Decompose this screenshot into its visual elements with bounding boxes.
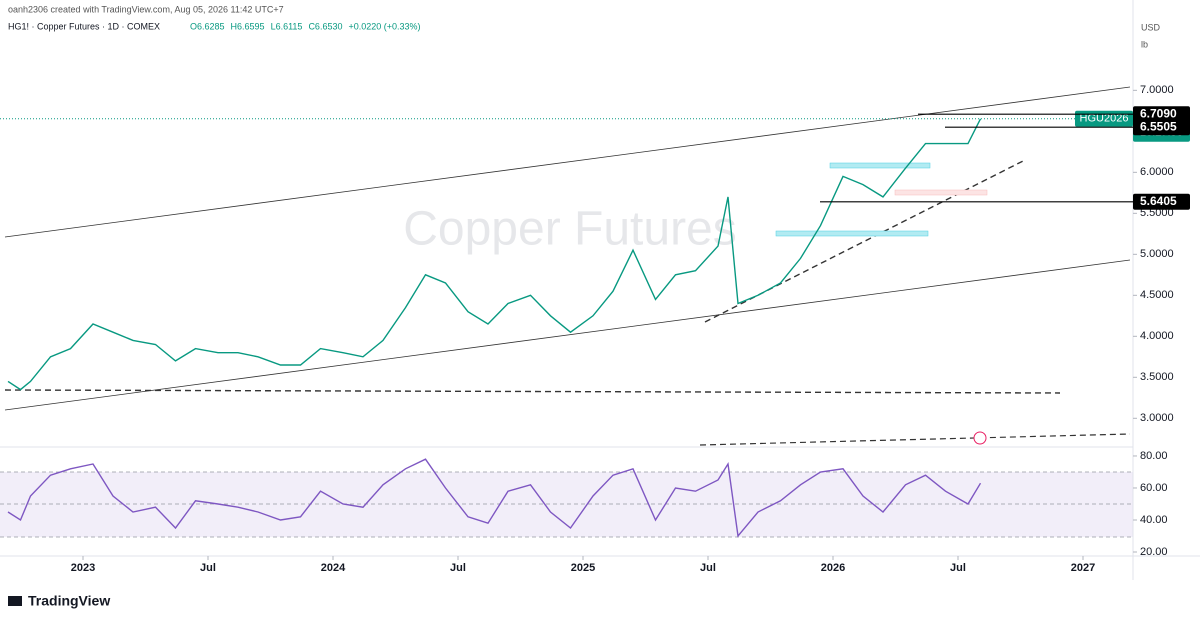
x-tick-label: 2024 (321, 562, 346, 574)
event-icon (973, 431, 987, 445)
watermark: Copper Futures (403, 203, 737, 256)
y-tick-label: 4.0000 (1140, 330, 1174, 342)
drawings (4, 86, 1131, 446)
ohlc-item: L6.6115 (271, 21, 303, 31)
y-tick-label: 80.00 (1140, 450, 1168, 462)
dashed-lower (699, 433, 1131, 446)
ohlc-item: O6.6285 (190, 21, 225, 31)
symbol: HG1! · Copper Futures · 1D · COMEX (8, 21, 160, 31)
symbol-tag-text: HGU2026 (1080, 113, 1129, 125)
brand: TradingView (28, 593, 110, 609)
y-tick-label: 5.0000 (1140, 248, 1174, 260)
y-tick-label: 40.00 (1140, 514, 1168, 526)
y-tick-label: 20.00 (1140, 546, 1168, 558)
zone-box (829, 162, 931, 169)
y-tick-label: 7.0000 (1140, 84, 1174, 96)
y-tick-label: 3.5000 (1140, 371, 1174, 383)
x-tick-label: Jul (700, 562, 716, 574)
x-tick-label: 2027 (1071, 562, 1095, 574)
ohlc-item: +0.0220 (+0.33%) (348, 21, 420, 31)
rsi-band (0, 472, 1133, 537)
unit: lb (1141, 39, 1148, 49)
x-tick-label: Jul (200, 562, 216, 574)
y-tick-label: 3.0000 (1140, 412, 1174, 424)
y-tick-label: 60.00 (1140, 482, 1168, 494)
x-tick-label: Jul (950, 562, 966, 574)
currency: USD (1141, 22, 1161, 32)
y-tick-label: 6.0000 (1140, 166, 1174, 178)
level-label: 6.5505 (1140, 119, 1177, 133)
ohlc-item: C6.6530 (308, 21, 342, 31)
x-tick-label: 2026 (821, 562, 845, 574)
level-tag (1133, 119, 1190, 136)
level-label: 5.6405 (1140, 194, 1177, 208)
x-tick-label: 2023 (71, 562, 95, 574)
zone-box (894, 189, 988, 196)
level-tag (1133, 193, 1190, 210)
zone-box (775, 230, 929, 237)
author-line: oanh2306 created with TradingView.com, A… (8, 4, 284, 14)
y-tick-label: 5.5000 (1140, 207, 1174, 219)
series-line (7, 118, 982, 391)
level-label: 6.7090 (1140, 106, 1177, 120)
logo: TradingView (8, 593, 110, 609)
x-tick-label: Jul (450, 562, 466, 574)
y-tick-label: 4.5000 (1140, 289, 1174, 301)
x-tick-label: 2025 (571, 562, 595, 574)
ohlc: O6.6285 H6.6595 L6.6115 C6.6530 +0.0220 (+0.… (190, 21, 421, 31)
series-line (7, 458, 982, 538)
ohlc-item: H6.6595 (231, 21, 265, 31)
level-tag (1133, 106, 1190, 123)
channel-lower (4, 259, 1131, 411)
channel-upper (4, 86, 1131, 238)
logo-mark (8, 596, 22, 606)
dashed-support (4, 389, 1061, 394)
